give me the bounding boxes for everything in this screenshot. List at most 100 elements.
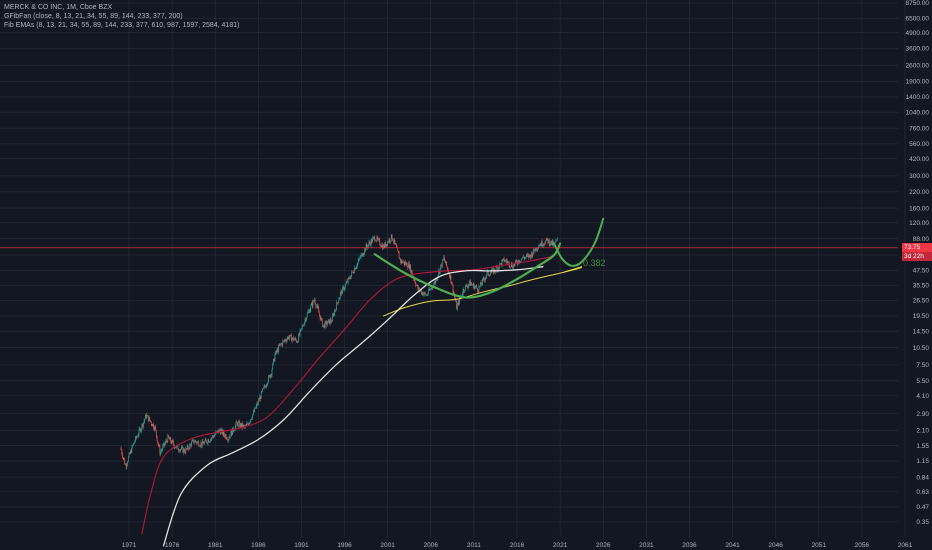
candle-body [223, 431, 225, 435]
candle-body [325, 321, 327, 323]
candle-body [369, 242, 371, 244]
candle-body [181, 447, 183, 448]
candle-body [487, 271, 488, 273]
candle-body [469, 280, 470, 284]
candle-body [546, 237, 547, 241]
ema-line-red [141, 256, 553, 534]
candle-body [251, 418, 253, 420]
candle-body [131, 445, 133, 453]
candle-body [390, 234, 392, 241]
candle-body [159, 446, 161, 455]
candle-body [552, 240, 554, 246]
candle-body [475, 285, 477, 287]
candle-body [362, 253, 363, 257]
candle-body [432, 287, 434, 289]
candle-body [129, 453, 131, 454]
candle-body [345, 283, 347, 285]
candle-body [388, 239, 390, 243]
candle-body [337, 302, 338, 303]
candle-body [408, 263, 409, 268]
candle-body [286, 338, 288, 342]
y-tick-label: 6500.00 [906, 15, 930, 22]
candle-body [411, 270, 412, 273]
candle-body [418, 287, 419, 290]
candle-body [139, 428, 141, 430]
x-tick-label: 2006 [424, 542, 439, 549]
candle-body [528, 254, 529, 258]
candle-body [446, 261, 447, 267]
candles-group [120, 234, 558, 470]
candle-body [459, 297, 460, 305]
candle-body [355, 267, 357, 270]
candle-body [344, 287, 345, 290]
candle-body [326, 323, 328, 326]
y-tick-label: 1.55 [916, 443, 929, 450]
candle-body [177, 445, 179, 450]
candle-body [275, 351, 277, 353]
candle-body [390, 240, 391, 242]
candle-body [462, 294, 463, 296]
candle-body [178, 450, 180, 452]
candle-body [330, 319, 332, 322]
candle-body [359, 257, 360, 259]
candle-body [303, 322, 305, 326]
candle-body [287, 336, 289, 339]
candle-body [334, 311, 335, 316]
y-tick-label: 560.00 [909, 141, 929, 148]
candle-body [468, 283, 470, 286]
candle-body [240, 423, 242, 428]
candle-body [126, 464, 128, 467]
candle-body [262, 388, 263, 392]
symbol-title[interactable]: MERCK & CO INC, 1M, Cboe BZX [4, 4, 113, 11]
candle-body [515, 260, 517, 262]
y-tick-label: 7.50 [916, 362, 929, 369]
y-tick-label: 0.47 [916, 504, 929, 511]
candle-body [429, 289, 431, 291]
candle-body [441, 264, 442, 267]
candle-body [291, 334, 292, 342]
candle-body [212, 435, 214, 437]
candle-body [403, 261, 404, 263]
candle-body [436, 278, 438, 281]
y-tick-label: 3600.00 [906, 46, 930, 53]
candle-body [158, 445, 160, 447]
candle-body [183, 449, 185, 453]
candle-body [400, 258, 401, 263]
y-tick-label: 300.00 [909, 173, 929, 180]
candle-body [194, 442, 195, 443]
x-tick-label: 1976 [165, 542, 180, 549]
candle-body [300, 328, 302, 331]
candle-body [498, 267, 500, 268]
candle-body [231, 430, 233, 435]
candle-body [316, 305, 318, 307]
time-axis[interactable]: 1971 1976 1981 1986 1991 1996 2001 2006 2011 2016… [122, 542, 913, 549]
candle-body [318, 308, 320, 313]
candle-body [162, 445, 164, 450]
indicator-gfibfan-label[interactable]: GFibFan (close, 8, 13, 21, 34, 55, 89, 1… [4, 13, 183, 20]
candle-body [490, 271, 492, 274]
price-axis[interactable]: 0.35 0.47 0.63 0.84 1.15 1.55 2.10 2.90 4.10 5.50… [906, 0, 930, 526]
candle-body [542, 245, 544, 247]
candle-body [471, 283, 473, 285]
candle-body [174, 447, 176, 448]
candle-body [467, 286, 468, 288]
candle-body [548, 239, 549, 244]
candle-body [520, 261, 521, 262]
candle-body [237, 422, 238, 427]
candle-body [367, 246, 368, 248]
candle-body [379, 239, 381, 245]
candle-body [338, 299, 340, 303]
candle-body [389, 239, 391, 242]
indicator-fib-emas-label[interactable]: Fib EMAs (8, 13, 21, 34, 55, 89, 144, 23… [4, 22, 240, 29]
candle-body [463, 289, 465, 291]
candle-body [307, 311, 309, 314]
candle-body [165, 440, 166, 444]
candle-body [456, 301, 457, 310]
candle-body [374, 236, 376, 241]
candle-body [382, 244, 383, 250]
candle-body [128, 453, 130, 458]
candle-body [201, 442, 202, 446]
candle-body [474, 286, 475, 290]
candle-body [241, 423, 243, 428]
